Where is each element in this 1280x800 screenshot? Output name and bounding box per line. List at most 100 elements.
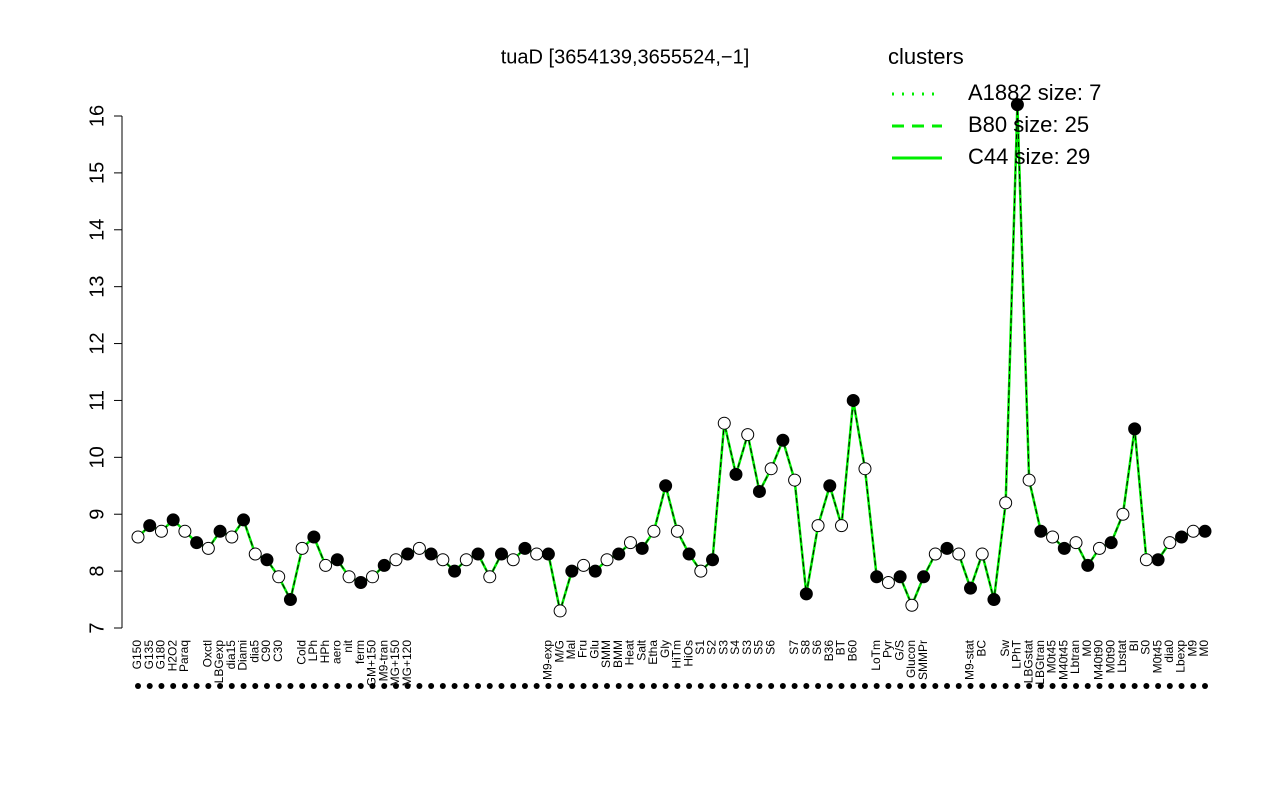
x-dot bbox=[627, 683, 634, 689]
data-point bbox=[1046, 530, 1060, 544]
data-point bbox=[307, 530, 321, 544]
x-tick-label: HiOs bbox=[681, 640, 695, 667]
x-dot bbox=[475, 683, 482, 689]
data-point bbox=[1175, 530, 1189, 544]
x-dot bbox=[756, 683, 763, 689]
x-tick-label: dia0 bbox=[1162, 640, 1176, 663]
x-tick-label: BC bbox=[974, 640, 988, 657]
chart-title: tuaD [3654139,3655524,−1] bbox=[501, 46, 750, 68]
x-tick-label: M40t45 bbox=[1056, 640, 1070, 680]
x-dot bbox=[263, 683, 270, 689]
x-dot bbox=[404, 683, 411, 689]
x-dot bbox=[885, 683, 892, 689]
data-point bbox=[987, 593, 1001, 607]
data-point bbox=[1139, 553, 1153, 567]
data-point bbox=[917, 570, 931, 584]
data-point bbox=[1022, 473, 1036, 487]
x-dot bbox=[545, 683, 552, 689]
data-point bbox=[248, 547, 262, 561]
x-tick-label: S6 bbox=[763, 640, 777, 655]
x-tick-label: M0 bbox=[1197, 640, 1211, 657]
data-point bbox=[682, 547, 696, 561]
x-tick-label: Mal bbox=[564, 640, 578, 659]
x-dot bbox=[240, 683, 247, 689]
data-point bbox=[143, 519, 157, 533]
x-tick-label: dia5 bbox=[247, 640, 261, 663]
x-dot bbox=[557, 683, 564, 689]
x-tick-label: Pyr bbox=[881, 640, 895, 658]
data-point bbox=[424, 547, 438, 561]
x-dot bbox=[299, 683, 306, 689]
data-point bbox=[283, 593, 297, 607]
x-tick-label: B60 bbox=[845, 640, 859, 662]
data-point bbox=[1116, 507, 1130, 521]
x-dot bbox=[873, 683, 880, 689]
data-point bbox=[483, 570, 497, 584]
x-tick-label: S2 bbox=[705, 640, 719, 655]
x-dot bbox=[803, 683, 810, 689]
x-tick-label: S5 bbox=[752, 640, 766, 655]
x-dot bbox=[615, 683, 622, 689]
x-dot bbox=[1061, 683, 1068, 689]
x-tick-label: Glu bbox=[587, 640, 601, 659]
x-tick-label: Salt bbox=[634, 639, 648, 660]
data-point bbox=[577, 558, 591, 572]
x-tick-label: S1 bbox=[693, 640, 707, 655]
data-point bbox=[530, 547, 544, 561]
x-dot bbox=[568, 683, 575, 689]
y-tick-label: 8 bbox=[86, 566, 108, 577]
x-tick-label: Sw bbox=[998, 640, 1012, 657]
x-dot bbox=[944, 683, 951, 689]
x-tick-label: M0t45 bbox=[1150, 640, 1164, 674]
data-point bbox=[1081, 558, 1095, 572]
x-tick-label: M9-exp bbox=[541, 640, 555, 680]
x-tick-label: Cold bbox=[294, 640, 308, 665]
x-tick-label: Diami bbox=[236, 640, 250, 671]
data-point bbox=[1104, 536, 1118, 550]
x-dot bbox=[908, 683, 915, 689]
x-tick-label: C30 bbox=[271, 640, 285, 662]
x-tick-label: GM+150 bbox=[365, 640, 379, 687]
x-tick-label: Gly bbox=[658, 640, 672, 658]
x-tick-label: B36 bbox=[822, 640, 836, 662]
data-point bbox=[1069, 536, 1083, 550]
data-point bbox=[1151, 553, 1165, 567]
x-tick-label: S3 bbox=[716, 640, 730, 655]
data-point bbox=[459, 553, 473, 567]
data-point bbox=[659, 479, 673, 493]
legend-label: B80 size: 25 bbox=[968, 112, 1089, 137]
x-dot bbox=[1143, 683, 1150, 689]
data-point bbox=[225, 530, 239, 544]
data-point bbox=[741, 428, 755, 442]
data-point bbox=[401, 547, 415, 561]
x-tick-label: LPh bbox=[306, 640, 320, 661]
x-dot bbox=[1202, 683, 1208, 689]
x-dot bbox=[146, 683, 153, 689]
x-tick-label: S7 bbox=[787, 640, 801, 655]
x-dot bbox=[463, 683, 470, 689]
x-dot bbox=[533, 683, 540, 689]
x-tick-label: S8 bbox=[799, 640, 813, 655]
x-tick-label: G/S bbox=[892, 640, 906, 661]
data-point bbox=[905, 598, 919, 612]
x-tick-label: LBGtran bbox=[1033, 640, 1047, 685]
data-point bbox=[1128, 422, 1142, 436]
data-point bbox=[694, 564, 708, 578]
y-tick-label: 11 bbox=[86, 390, 108, 411]
x-dot bbox=[686, 683, 693, 689]
x-dot bbox=[967, 683, 974, 689]
y-tick-label: 9 bbox=[86, 509, 108, 520]
x-tick-label: Fru bbox=[576, 640, 590, 658]
x-dot bbox=[1014, 683, 1021, 689]
data-point bbox=[846, 393, 860, 407]
x-tick-label: LPhT bbox=[1010, 639, 1024, 668]
x-dot bbox=[310, 683, 317, 689]
data-point bbox=[623, 536, 637, 550]
x-dot bbox=[252, 683, 259, 689]
x-dot bbox=[768, 683, 775, 689]
x-dot bbox=[744, 683, 751, 689]
data-point bbox=[553, 604, 567, 618]
x-dot bbox=[428, 683, 435, 689]
x-tick-label: SMMPr bbox=[916, 640, 930, 680]
x-tick-label: M9-tran bbox=[376, 640, 390, 681]
